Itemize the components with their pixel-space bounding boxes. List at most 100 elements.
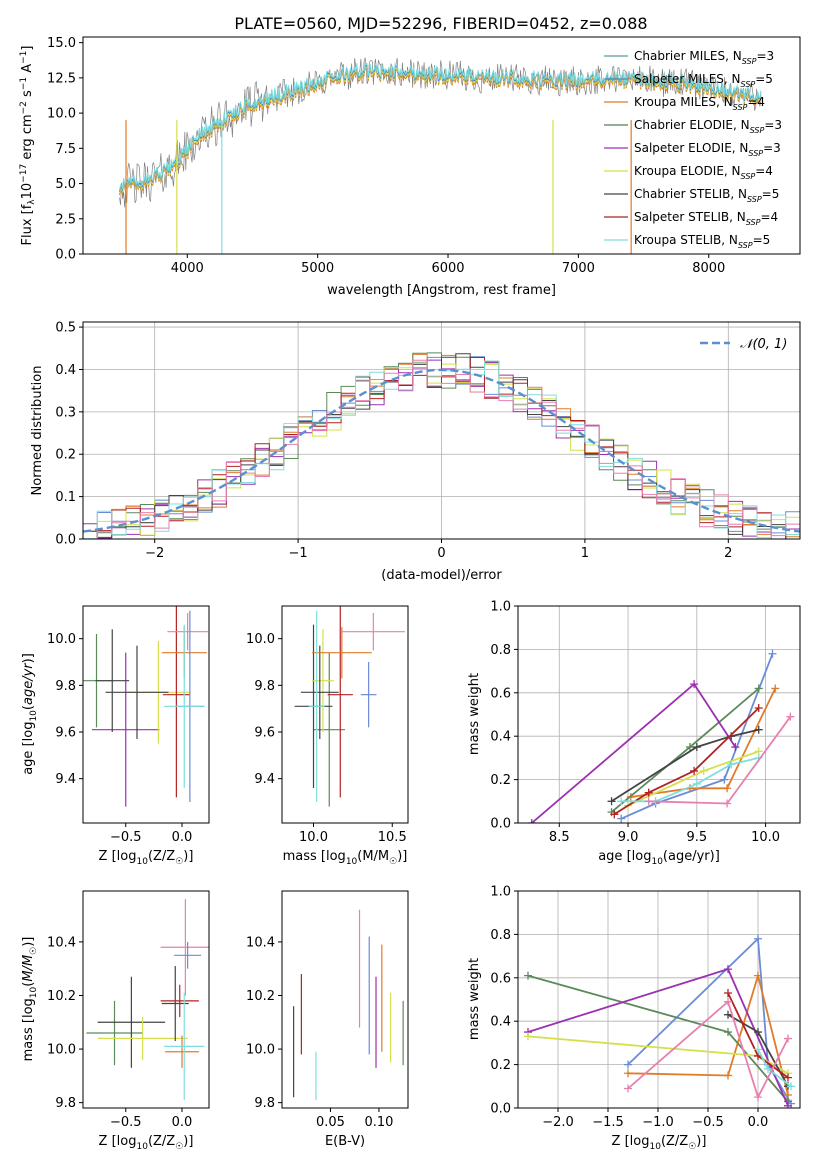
- weight-marker: [727, 732, 736, 741]
- y-tick-label: 0.0: [55, 248, 76, 263]
- x-axis-label: Z [log10(Z/Z☉)]: [99, 1134, 194, 1152]
- y-tick-label: 0.2: [55, 448, 76, 463]
- y-tick-label: 1.0: [490, 885, 511, 900]
- y-tick-label: 0.8: [490, 928, 511, 943]
- weight-marker: [692, 779, 701, 788]
- x-tick-label: 9.0: [618, 830, 639, 845]
- weight-marker: [690, 680, 699, 689]
- y-axis-label: age [log10(age/yr)]: [21, 653, 39, 775]
- weight-marker: [624, 1084, 632, 1093]
- weight-marker: [768, 649, 777, 658]
- x-axis-label: E(B-V): [325, 1134, 365, 1149]
- weight-marker: [617, 797, 626, 806]
- y-axis-label: mass weight: [467, 958, 482, 1040]
- legend-entry: Chabrier MILES, NSSP=3: [634, 49, 774, 66]
- y-tick-label: 9.8: [55, 1096, 76, 1111]
- x-tick-label: 4000: [171, 261, 204, 276]
- weight-marker: [610, 810, 619, 819]
- y-tick-label: 1.0: [490, 600, 511, 615]
- weight-marker: [724, 1071, 732, 1080]
- weight-marker: [699, 766, 708, 775]
- x-tick-label: −2: [145, 546, 164, 561]
- weight-series-line: [627, 936, 792, 1105]
- y-tick-label: 0.0: [490, 1102, 511, 1117]
- mass-vs-extinction-axes: 0.05 0.10 9.8 10.0 10.2 10.4 E(B-V): [246, 890, 409, 1149]
- weight-marker: [644, 797, 653, 806]
- weight-marker: [786, 712, 795, 721]
- residual-histogram-axes: −2 −1 0 1 2 0.0 0.1 0.2 0.3 0.4 0.5 𝒩(0, 1) (data-mo…: [30, 321, 801, 583]
- weight-marker: [727, 760, 736, 769]
- y-tick-label: 0.0: [55, 533, 76, 548]
- y-tick-label: 9.8: [254, 679, 275, 694]
- y-tick-label: 0.4: [490, 730, 511, 745]
- y-tick-label: 0.1: [55, 490, 76, 505]
- weight-marker: [624, 1060, 632, 1069]
- x-tick-label: −1: [289, 546, 308, 561]
- plot-area: [527, 649, 795, 823]
- x-tick-label: 6000: [431, 261, 464, 276]
- weight-marker: [754, 934, 762, 943]
- weight-marker: [607, 797, 616, 806]
- x-axis-label: Z [log10(Z/Z☉)]: [612, 1134, 707, 1152]
- y-tick-label: 7.5: [55, 142, 76, 157]
- x-axis-label: wavelength [Angstrom, rest frame]: [327, 283, 556, 298]
- x-tick-label: 8000: [692, 261, 725, 276]
- y-tick-label: 10.0: [47, 107, 76, 122]
- weight-marker: [692, 743, 701, 752]
- y-tick-label: 10.0: [246, 632, 275, 647]
- y-tick-label: 12.5: [47, 71, 76, 86]
- y-axis-label: Flux [fλ10−17 erg cm−2 s−1 A−1]: [19, 46, 37, 246]
- legend-entry: Kroupa STELIB, NSSP=5: [634, 233, 770, 250]
- weight-marker: [754, 1028, 762, 1037]
- axes-frame: [281, 605, 409, 824]
- x-tick-label: −1.0: [642, 1115, 674, 1130]
- y-axis-label: mass [log10(M/M☉)]: [21, 937, 39, 1062]
- weight-marker: [784, 1034, 792, 1043]
- weight-marker: [764, 1064, 772, 1073]
- weight-marker: [731, 743, 740, 752]
- weight-marker: [720, 775, 729, 784]
- y-tick-label: 5.0: [55, 177, 76, 192]
- weight-marker: [754, 971, 762, 980]
- weight-marker: [771, 684, 780, 693]
- axes-frame: [517, 890, 801, 1109]
- axes-frame: [82, 605, 210, 824]
- y-tick-label: 0.8: [490, 643, 511, 658]
- weight-marker: [724, 988, 732, 997]
- y-tick-label: 9.4: [55, 772, 76, 787]
- y-tick-label: 0.0: [490, 817, 511, 832]
- plot-area: [83, 606, 208, 807]
- x-tick-label: 8.5: [549, 830, 570, 845]
- x-axis-label: age [log10(age/yr)]: [598, 849, 720, 867]
- weight-marker: [617, 814, 626, 823]
- legend-entry: Salpeter ELODIE, NSSP=3: [634, 141, 781, 158]
- x-tick-label: 2: [724, 546, 732, 561]
- y-tick-label: 9.4: [254, 772, 275, 787]
- weight-series-line: [611, 728, 759, 803]
- weight-marker: [754, 1093, 762, 1102]
- x-tick-label: −1.5: [592, 1115, 624, 1130]
- x-tick-label: 10.0: [299, 830, 328, 845]
- y-tick-label: 0.6: [490, 686, 511, 701]
- axes-frame: [82, 36, 801, 255]
- x-axis-label: Z [log10(Z/Z☉)]: [99, 849, 194, 867]
- weight-marker: [690, 766, 699, 775]
- mass-weight-vs-age-axes: 8.5 9.0 9.5 10.0 0.0 0.2 0.4 0.6 0.8 1.0 age [log1…: [467, 600, 801, 867]
- model-spectrum-line: [119, 62, 762, 191]
- plot-area: [119, 57, 762, 254]
- x-tick-label: 1: [581, 546, 589, 561]
- weight-marker: [754, 1045, 762, 1054]
- plot-area: [524, 934, 795, 1108]
- plot-area: [294, 606, 405, 807]
- weight-marker: [754, 725, 763, 734]
- weight-marker: [754, 684, 763, 693]
- weight-series-line: [630, 688, 777, 798]
- x-tick-label: −2.0: [542, 1115, 574, 1130]
- age-vs-mass-axes: 10.0 10.5 9.4 9.6 9.8 10.0 mass [log10(M/M☉)]: [246, 605, 409, 867]
- weight-marker: [524, 971, 532, 980]
- y-tick-label: 2.5: [55, 212, 76, 227]
- y-tick-label: 0.4: [490, 1015, 511, 1030]
- x-tick-label: 0: [437, 546, 445, 561]
- age-vs-metallicity-axes: −0.5 0.0 9.4 9.6 9.8 10.0 Z [log10(Z/Z☉)] age […: [21, 605, 210, 867]
